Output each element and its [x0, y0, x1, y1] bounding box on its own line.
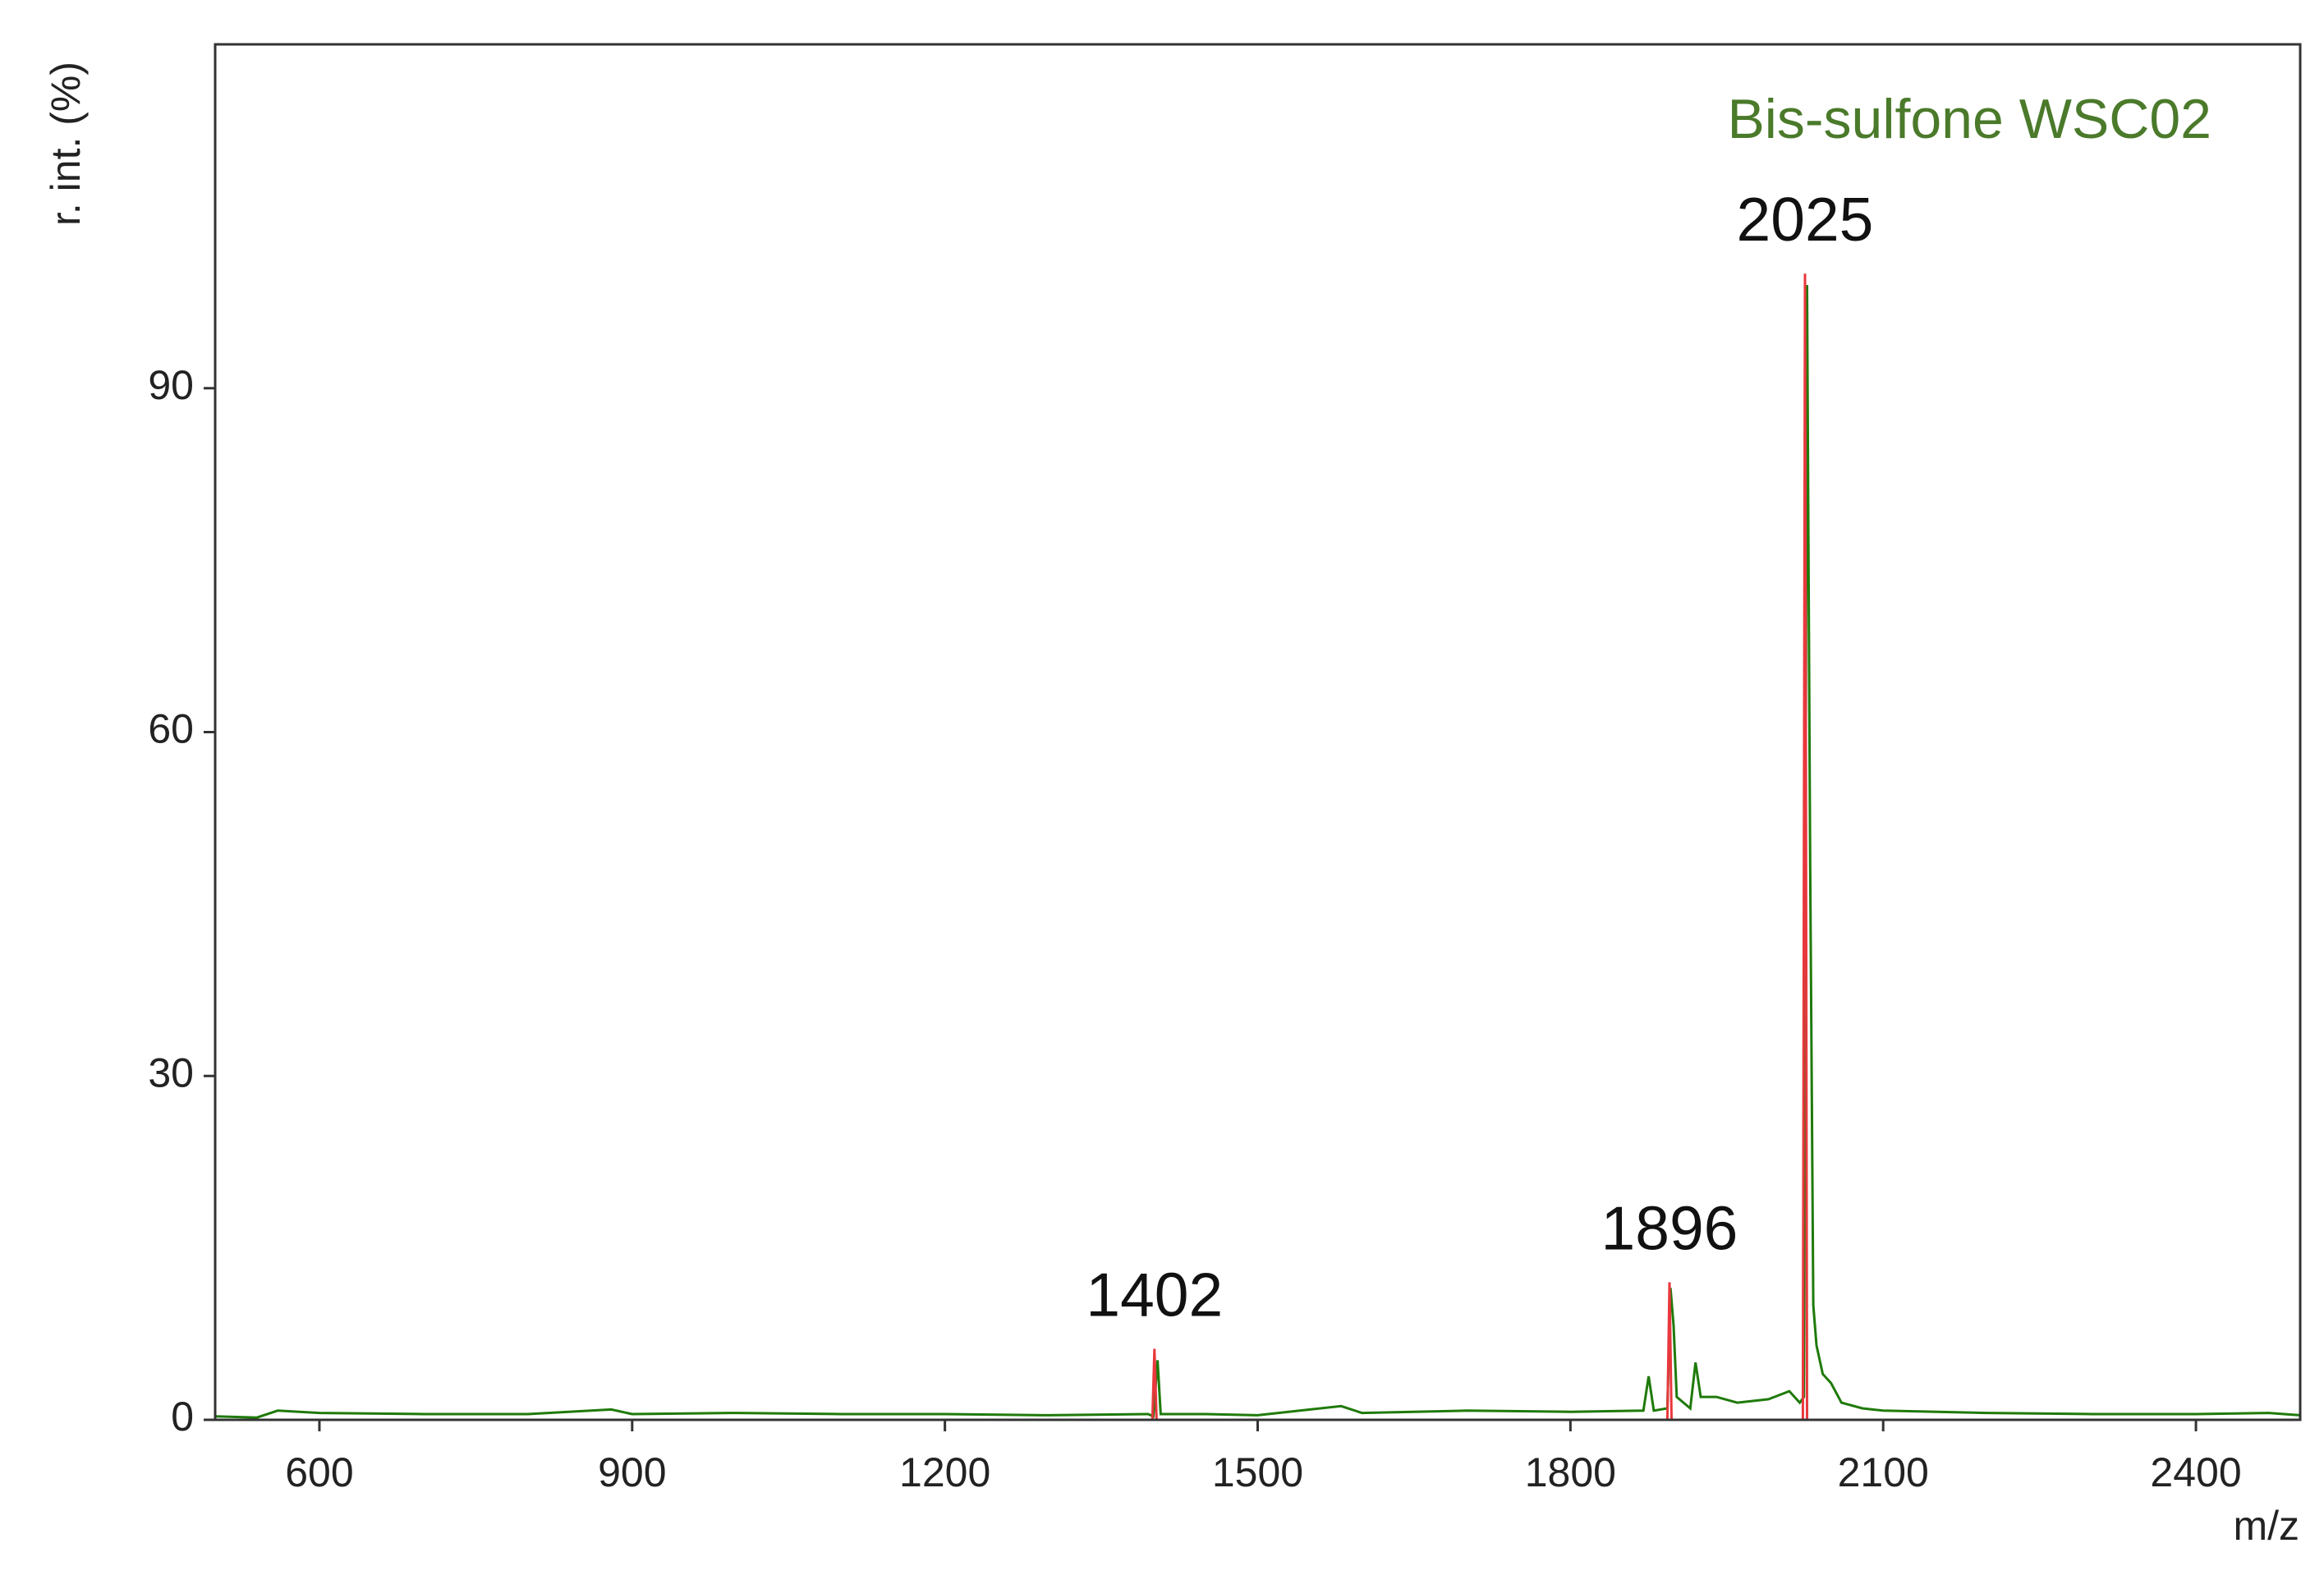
- y-tick-label: 30: [148, 1049, 194, 1095]
- x-tick-label: 2100: [1838, 1449, 1929, 1495]
- x-tick-label: 1800: [1525, 1449, 1616, 1495]
- peak-label: 1402: [1086, 1260, 1223, 1329]
- x-tick-label: 600: [285, 1449, 353, 1495]
- peak-label: 1896: [1601, 1193, 1738, 1262]
- y-tick-label: 90: [148, 362, 194, 408]
- x-axis-label: m/z: [2233, 1503, 2299, 1549]
- x-tick-label: 900: [598, 1449, 666, 1495]
- chart-title: Bis-sulfone WSC02: [1727, 88, 2211, 150]
- y-tick-label: 60: [148, 706, 194, 752]
- x-tick-label: 2400: [2150, 1449, 2241, 1495]
- x-tick-label: 1200: [899, 1449, 990, 1495]
- spectrum-line: [1151, 273, 1808, 1421]
- y-tick-label: 0: [171, 1394, 194, 1440]
- peak-label: 2025: [1737, 185, 1874, 254]
- x-tick-label: 1500: [1212, 1449, 1303, 1495]
- y-axis-label: r. int. (%): [43, 62, 89, 226]
- plot-frame: [214, 43, 2302, 1421]
